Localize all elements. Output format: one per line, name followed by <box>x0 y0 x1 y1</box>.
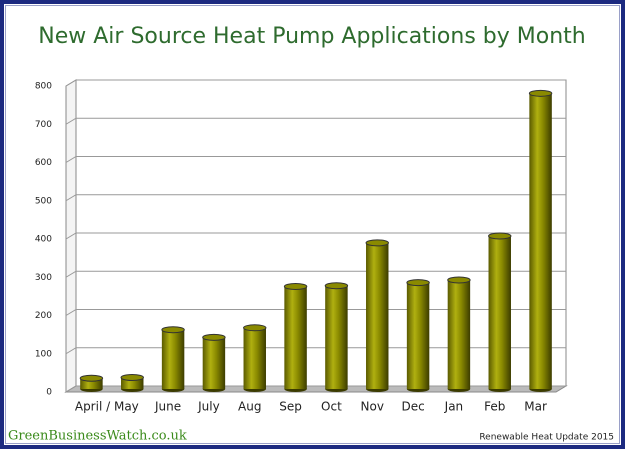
footer-note: Renewable Heat Update 2015 <box>479 433 614 443</box>
bar <box>406 279 430 392</box>
bar-body <box>284 286 307 389</box>
bar <box>243 324 267 392</box>
bar <box>528 89 553 392</box>
bar-top <box>447 276 471 284</box>
bar-body <box>121 377 144 389</box>
y-tick-label: 400 <box>35 235 52 245</box>
grid-line <box>65 347 566 355</box>
bar-body <box>529 93 552 389</box>
bar <box>283 282 308 392</box>
bar-body <box>406 282 430 389</box>
grid-line <box>65 270 566 278</box>
y-tick-label: 300 <box>35 273 52 283</box>
bar <box>324 282 349 392</box>
bar-top <box>202 333 226 341</box>
bar-top <box>528 89 553 97</box>
x-tick-label: July <box>197 400 220 414</box>
bar <box>447 276 471 392</box>
bar-body <box>325 285 348 389</box>
x-tick-label: Oct <box>321 400 342 414</box>
x-tick-label: Mar <box>524 400 547 414</box>
x-tick-label: Dec <box>401 400 424 414</box>
grid-line <box>65 385 566 393</box>
bar <box>202 333 226 392</box>
bar-body <box>161 329 185 389</box>
x-tick-label: June <box>154 400 181 414</box>
chart-title: New Air Source Heat Pump Applications by… <box>38 24 585 49</box>
bar-top <box>283 282 308 290</box>
bar-top <box>324 282 349 290</box>
bar-top <box>120 374 144 382</box>
bar <box>161 326 185 392</box>
bar-top <box>488 232 512 240</box>
x-tick-label: Sep <box>279 400 302 414</box>
x-tick-label: Jan <box>444 400 464 414</box>
bar-top <box>161 326 185 334</box>
y-tick-label: 800 <box>35 82 52 92</box>
bar-top <box>243 324 267 332</box>
bar-body <box>243 327 266 389</box>
bar-top <box>79 374 104 382</box>
x-tick-label: Aug <box>238 400 261 414</box>
y-tick-label: 100 <box>35 349 52 359</box>
x-tick-label: April / May <box>75 400 139 414</box>
grid-line <box>65 232 566 240</box>
x-tick-label: Feb <box>484 400 505 414</box>
grid-line <box>65 117 566 125</box>
bar-body <box>488 236 511 389</box>
bar <box>120 374 144 392</box>
site-name: GreenBusinessWatch.co.uk <box>8 429 187 444</box>
bar-body <box>447 279 471 389</box>
bar-top <box>365 239 389 247</box>
bar <box>488 232 512 392</box>
bar-body <box>366 242 389 389</box>
bar <box>79 374 104 392</box>
grid-line <box>65 309 566 316</box>
y-tick-label: 600 <box>35 158 52 168</box>
y-tick-label: 0 <box>46 388 52 398</box>
grid-line <box>65 79 566 87</box>
y-tick-label: 500 <box>35 196 52 206</box>
grid-line <box>65 156 566 163</box>
x-tick-label: Nov <box>361 400 384 414</box>
y-tick-label: 700 <box>35 120 52 130</box>
inner-frame <box>5 5 620 444</box>
bar-body <box>202 337 226 389</box>
y-tick-label: 200 <box>35 311 52 321</box>
bar-body <box>80 378 103 389</box>
bar-top <box>406 279 430 287</box>
bar <box>365 239 389 392</box>
grid-line <box>65 194 566 202</box>
